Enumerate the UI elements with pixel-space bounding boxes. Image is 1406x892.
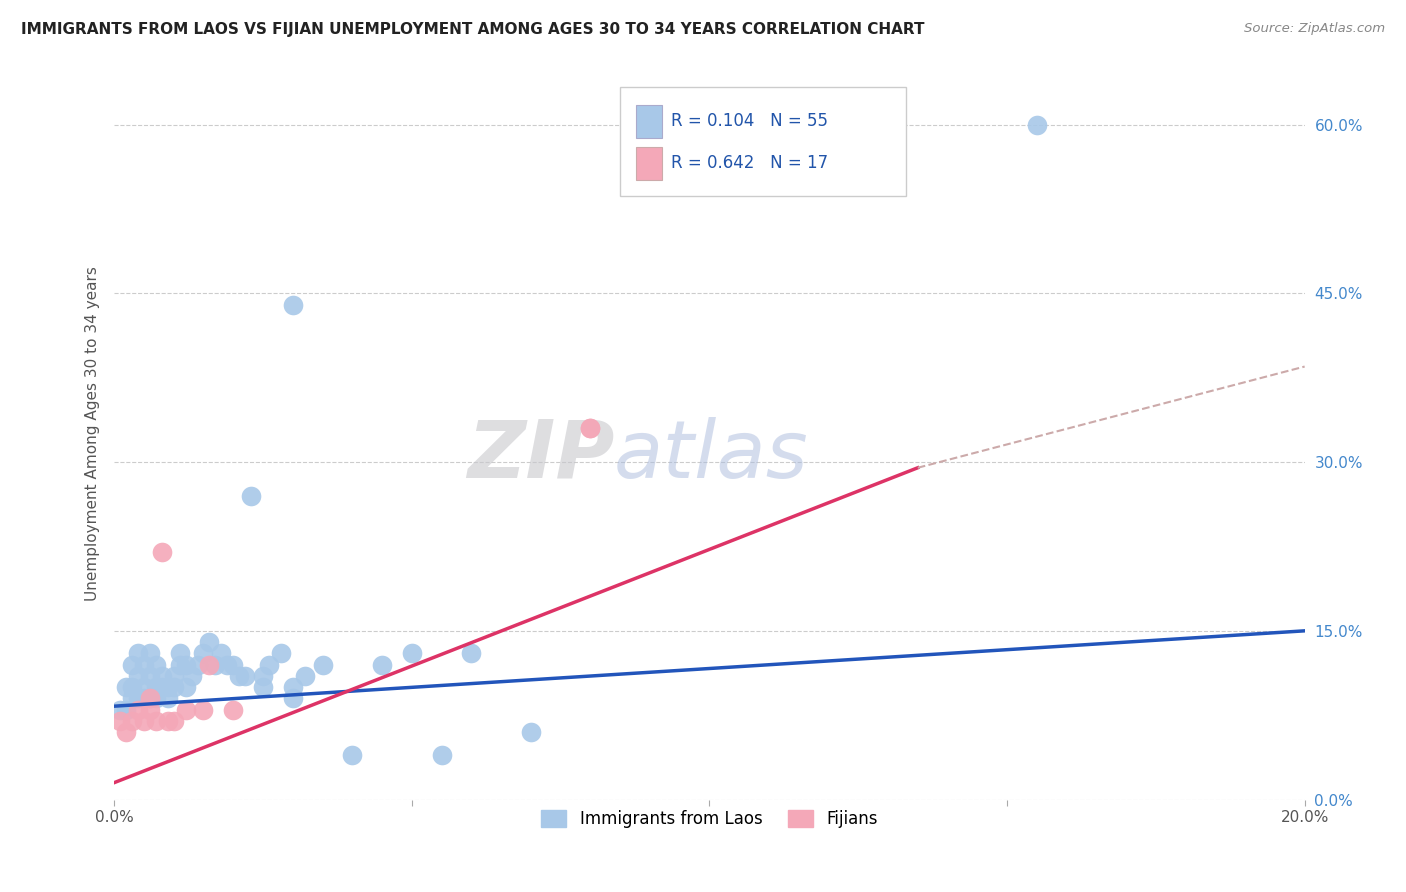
Point: [579, 421, 602, 435]
Point: [150, 680, 173, 694]
Point: [127, 669, 149, 683]
Point: [342, 747, 364, 762]
Text: atlas: atlas: [614, 417, 808, 495]
Point: [139, 691, 162, 706]
Point: [252, 669, 274, 683]
Point: [174, 702, 197, 716]
Point: [311, 657, 333, 672]
Bar: [636, 147, 662, 179]
Point: [132, 714, 155, 728]
Y-axis label: Unemployment Among Ages 30 to 34 years: Unemployment Among Ages 30 to 34 years: [86, 267, 100, 601]
Point: [145, 691, 167, 706]
Point: [233, 669, 256, 683]
Point: [145, 657, 167, 672]
Point: [139, 702, 162, 716]
Point: [121, 680, 143, 694]
Point: [132, 680, 155, 694]
Text: IMMIGRANTS FROM LAOS VS FIJIAN UNEMPLOYMENT AMONG AGES 30 TO 34 YEARS CORRELATIO: IMMIGRANTS FROM LAOS VS FIJIAN UNEMPLOYM…: [21, 22, 925, 37]
Point: [252, 680, 274, 694]
Point: [371, 657, 394, 672]
Point: [240, 489, 263, 503]
Point: [198, 657, 221, 672]
Point: [169, 646, 191, 660]
Point: [127, 702, 149, 716]
Point: [217, 657, 239, 672]
Point: [121, 691, 143, 706]
Point: [174, 680, 197, 694]
Point: [169, 657, 191, 672]
Point: [294, 669, 316, 683]
Point: [132, 691, 155, 706]
Point: [460, 646, 482, 660]
Point: [163, 714, 186, 728]
Bar: [636, 105, 662, 138]
Point: [180, 669, 202, 683]
Point: [132, 657, 155, 672]
Point: [145, 714, 167, 728]
Point: [222, 702, 245, 716]
Text: ZIP: ZIP: [467, 417, 614, 495]
Point: [174, 657, 197, 672]
Point: [150, 545, 173, 559]
Point: [186, 657, 208, 672]
Legend: Immigrants from Laos, Fijians: Immigrants from Laos, Fijians: [534, 804, 884, 835]
Point: [156, 680, 179, 694]
Point: [198, 635, 221, 649]
Point: [156, 714, 179, 728]
Point: [139, 646, 162, 660]
Point: [1025, 118, 1047, 132]
Point: [150, 669, 173, 683]
Point: [115, 702, 138, 716]
FancyBboxPatch shape: [620, 87, 905, 196]
Point: [193, 646, 215, 660]
Point: [127, 646, 149, 660]
Point: [115, 680, 138, 694]
Point: [281, 680, 304, 694]
Point: [156, 691, 179, 706]
Point: [121, 714, 143, 728]
Point: [108, 714, 131, 728]
Point: [228, 669, 250, 683]
Point: [163, 669, 186, 683]
Point: [281, 298, 304, 312]
Point: [139, 669, 162, 683]
Point: [270, 646, 292, 660]
Point: [163, 680, 186, 694]
Point: [257, 657, 280, 672]
Text: Source: ZipAtlas.com: Source: ZipAtlas.com: [1244, 22, 1385, 36]
Point: [520, 725, 543, 739]
Point: [139, 691, 162, 706]
Point: [204, 657, 226, 672]
Point: [209, 646, 232, 660]
Point: [108, 702, 131, 716]
Point: [222, 657, 245, 672]
Point: [193, 702, 215, 716]
Point: [145, 680, 167, 694]
Point: [115, 725, 138, 739]
Text: R = 0.104   N = 55: R = 0.104 N = 55: [671, 112, 828, 130]
Point: [121, 657, 143, 672]
Point: [579, 421, 602, 435]
Point: [430, 747, 453, 762]
Point: [127, 691, 149, 706]
Point: [401, 646, 423, 660]
Text: R = 0.642   N = 17: R = 0.642 N = 17: [671, 153, 828, 172]
Point: [281, 691, 304, 706]
